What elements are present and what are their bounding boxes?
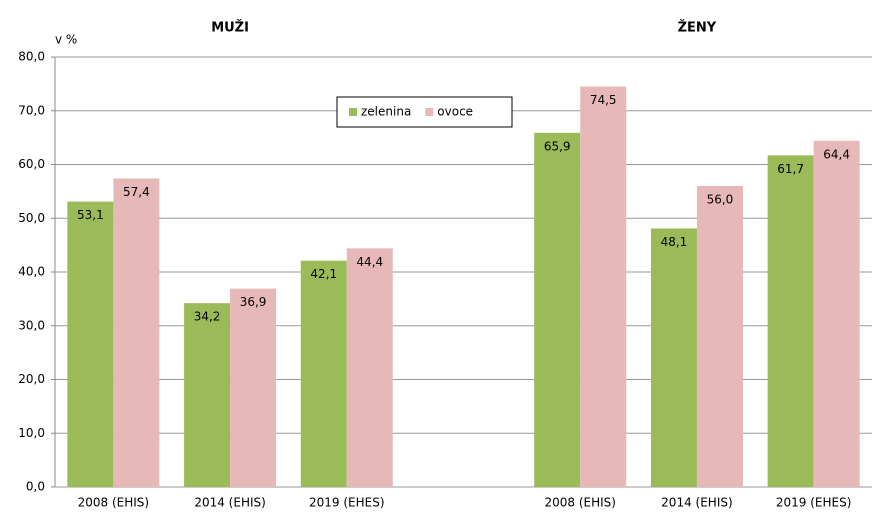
- y-axis-label: v %: [55, 33, 77, 47]
- y-tick-label: 20,0: [18, 372, 45, 386]
- value-label: 65,9: [544, 139, 571, 153]
- bar: [300, 260, 347, 487]
- bar: [346, 248, 393, 487]
- value-label: 56,0: [707, 193, 734, 207]
- value-label: 42,1: [310, 267, 337, 281]
- legend-label: ovoce: [437, 105, 473, 119]
- y-tick-label: 50,0: [18, 211, 45, 225]
- x-tick-label: 2008 (EHIS): [78, 496, 149, 510]
- legend-swatch: [349, 108, 357, 116]
- y-tick-label: 10,0: [18, 426, 45, 440]
- value-label: 44,4: [356, 255, 383, 269]
- bar: [813, 140, 860, 487]
- x-tick-label: 2008 (EHIS): [544, 496, 615, 510]
- x-tick-label: 2019 (EHES): [309, 496, 385, 510]
- value-label: 53,1: [77, 208, 104, 222]
- bar: [113, 178, 160, 487]
- value-label: 34,2: [194, 310, 221, 324]
- y-tick-label: 30,0: [18, 318, 45, 332]
- bar: [767, 155, 814, 488]
- y-tick-label: 0,0: [26, 480, 45, 494]
- bar: [696, 186, 743, 487]
- legend-box: [336, 96, 513, 128]
- bar: [650, 228, 697, 487]
- value-label: 64,4: [823, 147, 850, 161]
- bar: [534, 132, 581, 487]
- value-label: 48,1: [661, 235, 688, 249]
- y-tick-label: 40,0: [18, 265, 45, 279]
- group-title: ŽENY: [678, 20, 717, 36]
- legend-label: zelenina: [361, 105, 411, 119]
- x-tick-label: 2014 (EHIS): [661, 496, 732, 510]
- y-tick-label: 70,0: [18, 103, 45, 117]
- x-tick-label: 2019 (EHES): [776, 496, 852, 510]
- legend-swatch: [425, 108, 434, 116]
- bar: [230, 288, 277, 487]
- value-label: 36,9: [240, 295, 267, 309]
- bar: [67, 201, 114, 487]
- value-label: 61,7: [777, 162, 804, 176]
- value-label: 57,4: [123, 185, 150, 199]
- group-title: MUŽI: [211, 20, 249, 36]
- value-label: 74,5: [590, 93, 617, 107]
- bar: [184, 303, 231, 487]
- x-tick-label: 2014 (EHIS): [194, 496, 265, 510]
- y-tick-label: 80,0: [18, 50, 45, 64]
- y-tick-label: 60,0: [18, 157, 45, 171]
- bar: [580, 86, 627, 487]
